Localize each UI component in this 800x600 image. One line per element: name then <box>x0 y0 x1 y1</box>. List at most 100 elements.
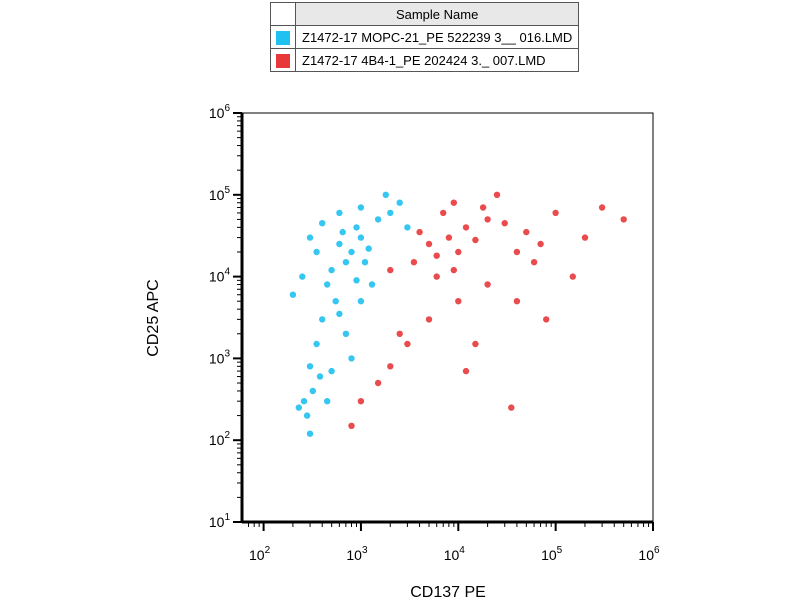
data-point-series-1 <box>357 298 365 305</box>
data-point-series-2 <box>552 209 559 217</box>
data-point-series-1 <box>382 191 389 198</box>
data-point-series-2 <box>374 379 382 387</box>
data-point-series-1 <box>306 363 314 370</box>
data-point-series-2 <box>523 228 530 236</box>
data-point-series-2 <box>543 316 550 323</box>
data-point-series-2 <box>387 266 394 274</box>
data-point-series-1 <box>313 340 320 348</box>
data-point-series-1 <box>332 298 339 305</box>
y-tick-label: 101 <box>209 512 231 530</box>
plot-frame <box>241 112 654 523</box>
data-point-series-1 <box>361 259 369 266</box>
data-point-series-1 <box>324 281 331 288</box>
data-point-series-2 <box>620 216 627 223</box>
legend-label: Z1472-17 MOPC-21_PE 522239 3__ 016.LMD <box>294 25 580 49</box>
data-point-series-2 <box>530 259 538 266</box>
data-point-series-1 <box>289 291 297 298</box>
data-point-series-1 <box>306 234 314 241</box>
data-point-series-2 <box>404 340 411 348</box>
data-point-series-1 <box>324 398 331 405</box>
data-point-series-2 <box>493 191 501 198</box>
data-point-series-2 <box>455 298 462 305</box>
data-point-series-2 <box>472 236 479 244</box>
legend-label: Z1472-17 4B4-1_PE 202424 3._ 007.LMD <box>294 48 580 72</box>
data-point-series-2 <box>484 216 491 223</box>
legend-row: Z1472-17 MOPC-21_PE 522239 3__ 016.LMD <box>270 25 580 49</box>
data-point-series-2 <box>479 204 487 211</box>
data-point-series-2 <box>513 298 521 305</box>
data-point-series-2 <box>598 204 606 211</box>
data-point-series-1 <box>299 273 306 280</box>
data-point-series-1 <box>328 266 335 274</box>
data-point-series-1 <box>316 373 324 380</box>
data-point-series-2 <box>508 404 515 411</box>
data-point-series-1 <box>336 310 343 318</box>
legend: Sample Name Z1472-17 MOPC-21_PE 522239 3… <box>270 2 580 72</box>
data-point-series-1 <box>306 430 314 437</box>
data-point-series-2 <box>387 363 394 370</box>
x-tick-label: 105 <box>541 545 563 563</box>
y-tick-label: 102 <box>209 430 231 448</box>
data-point-series-2 <box>484 281 491 288</box>
data-point-series-2 <box>410 259 418 266</box>
data-point-series-2 <box>396 330 403 337</box>
data-point-series-2 <box>425 240 433 248</box>
data-point-series-2 <box>416 228 423 236</box>
x-tick-label: 106 <box>638 545 660 563</box>
legend-swatch <box>276 53 290 68</box>
data-point-series-1 <box>295 404 302 411</box>
data-point-series-1 <box>342 330 350 337</box>
data-point-series-1 <box>336 209 343 217</box>
y-axis-label: CD25 APC <box>145 279 162 356</box>
data-point-series-2 <box>462 367 470 375</box>
data-point-series-2 <box>581 234 589 241</box>
data-point-series-1 <box>300 398 308 405</box>
legend-header-row: Sample Name <box>270 2 580 26</box>
y-tick-label: 103 <box>209 348 231 366</box>
data-point-series-2 <box>450 266 457 274</box>
x-tick-label: 102 <box>249 545 271 563</box>
data-point-series-1 <box>339 228 346 236</box>
x-tick-label: 104 <box>444 545 466 563</box>
data-point-series-1 <box>368 281 376 288</box>
data-point-series-1 <box>348 355 355 362</box>
data-point-series-2 <box>537 240 544 248</box>
legend-row: Z1472-17 4B4-1_PE 202424 3._ 007.LMD <box>270 48 580 72</box>
data-point-series-1 <box>353 277 360 284</box>
data-points <box>289 191 627 437</box>
data-point-series-2 <box>433 252 440 259</box>
legend-swatch <box>276 30 290 45</box>
data-point-series-2 <box>357 398 365 405</box>
data-point-series-1 <box>374 216 382 223</box>
data-point-series-1 <box>309 387 316 395</box>
data-point-series-2 <box>348 422 355 429</box>
data-point-series-1 <box>353 224 360 231</box>
data-point-series-2 <box>462 224 470 231</box>
data-point-series-1 <box>303 412 311 419</box>
data-point-series-1 <box>387 209 394 217</box>
data-point-series-1 <box>357 204 365 211</box>
data-point-series-1 <box>396 199 403 206</box>
data-point-series-2 <box>569 273 576 280</box>
data-point-series-2 <box>472 340 479 348</box>
data-point-series-1 <box>319 220 326 227</box>
data-point-series-2 <box>501 220 508 227</box>
x-tick-label: 103 <box>346 545 368 563</box>
data-point-series-1 <box>348 248 355 256</box>
legend-header: Sample Name <box>294 2 580 26</box>
data-point-series-2 <box>440 209 447 217</box>
data-point-series-1 <box>365 245 372 252</box>
y-tick-label: 106 <box>209 103 231 121</box>
data-point-series-1 <box>336 240 343 248</box>
data-point-series-2 <box>445 234 453 241</box>
data-point-series-1 <box>313 248 320 256</box>
axes: 101 102 103 104 105 106 102 103 104 105 106 <box>209 103 660 563</box>
y-tick-label: 105 <box>209 185 231 203</box>
data-point-series-2 <box>425 316 433 323</box>
data-point-series-1 <box>319 316 326 323</box>
data-point-series-1 <box>342 259 350 266</box>
y-tick-label: 104 <box>209 267 231 285</box>
data-point-series-1 <box>357 234 365 241</box>
data-point-series-2 <box>450 199 457 206</box>
